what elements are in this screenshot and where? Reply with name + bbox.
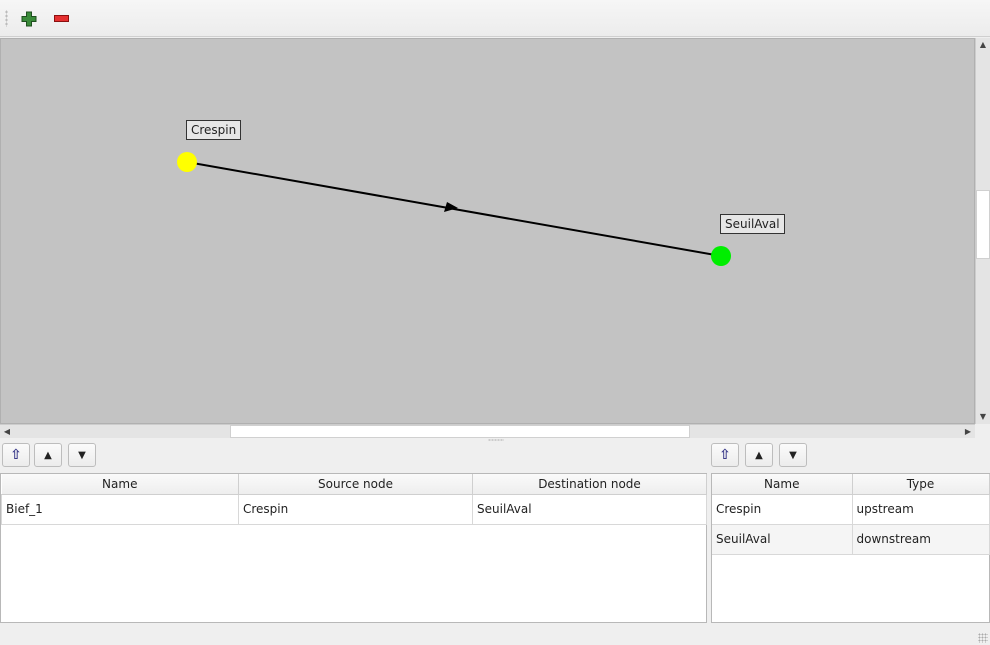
network-graph-view[interactable]: Crespin SeuilAval xyxy=(0,38,975,424)
move-down-button[interactable]: ▼ xyxy=(779,443,807,467)
horizontal-scroll-thumb[interactable] xyxy=(230,425,690,438)
minus-icon xyxy=(54,15,69,22)
table-header: Name Source node Destination node xyxy=(1,474,707,495)
cell-type[interactable]: downstream xyxy=(852,524,990,555)
cell-name[interactable]: SeuilAval xyxy=(712,524,853,555)
arrow-down-icon: ▼ xyxy=(789,449,797,461)
edge-direction-arrow-icon xyxy=(444,202,458,212)
node-seuilaval[interactable] xyxy=(711,246,731,266)
arrow-up-icon: ▲ xyxy=(755,449,763,461)
column-header-name[interactable]: Name xyxy=(712,474,853,495)
sort-icon: ⇧ xyxy=(10,447,22,463)
scroll-up-icon[interactable]: ▲ xyxy=(979,40,987,49)
arrow-down-icon: ▼ xyxy=(78,449,86,461)
arrow-up-icon: ▲ xyxy=(44,449,52,461)
sort-icon: ⇧ xyxy=(719,447,731,463)
scroll-down-icon[interactable]: ▼ xyxy=(979,412,987,421)
resize-grip[interactable] xyxy=(978,633,988,643)
column-header-name[interactable]: Name xyxy=(1,474,239,495)
column-header-type[interactable]: Type xyxy=(852,474,990,495)
splitter-handle[interactable] xyxy=(488,439,504,441)
cell-name[interactable]: Crespin xyxy=(712,494,853,525)
toolbar-grip[interactable] xyxy=(5,10,8,27)
table-header: Name Type xyxy=(712,474,990,495)
nodes-table: Name Type Crespin upstream SeuilAval dow… xyxy=(711,473,990,623)
sort-button[interactable]: ⇧ xyxy=(711,443,739,467)
scroll-right-icon[interactable]: ▶ xyxy=(964,427,972,436)
toolbar xyxy=(0,0,990,37)
node-crespin[interactable] xyxy=(177,152,197,172)
status-bar xyxy=(0,625,990,645)
horizontal-scrollbar[interactable]: ◀ ▶ xyxy=(0,424,975,438)
sort-button[interactable]: ⇧ xyxy=(2,443,30,467)
table-row[interactable]: Crespin upstream xyxy=(712,494,990,525)
plus-icon xyxy=(21,11,37,27)
cell-type[interactable]: upstream xyxy=(852,494,990,525)
cell-source-node[interactable]: Crespin xyxy=(238,494,473,525)
column-header-destination-node[interactable]: Destination node xyxy=(472,474,707,495)
column-header-source-node[interactable]: Source node xyxy=(238,474,473,495)
move-up-button[interactable]: ▲ xyxy=(745,443,773,467)
graph-canvas xyxy=(177,152,731,266)
cell-name[interactable]: Bief_1 xyxy=(1,494,239,525)
cell-destination-node[interactable]: SeuilAval xyxy=(472,494,707,525)
table-row[interactable]: Bief_1 Crespin SeuilAval xyxy=(1,494,707,525)
vertical-scrollbar[interactable]: ▲ ▼ xyxy=(975,38,990,424)
vertical-scroll-thumb[interactable] xyxy=(976,190,990,259)
table-row[interactable]: SeuilAval downstream xyxy=(712,524,990,555)
scroll-left-icon[interactable]: ◀ xyxy=(3,427,11,436)
move-up-button[interactable]: ▲ xyxy=(34,443,62,467)
move-down-button[interactable]: ▼ xyxy=(68,443,96,467)
node-label: SeuilAval xyxy=(720,214,785,234)
remove-button[interactable] xyxy=(51,8,73,30)
reaches-table: Name Source node Destination node Bief_1… xyxy=(0,473,707,623)
node-label: Crespin xyxy=(186,120,242,140)
add-button[interactable] xyxy=(18,8,40,30)
